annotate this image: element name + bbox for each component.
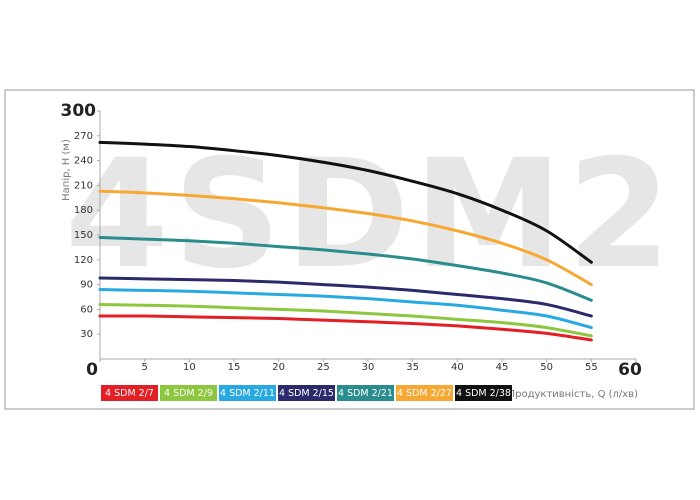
y-tick-label: 270 — [74, 131, 93, 142]
y-tick-label: 90 — [80, 280, 93, 291]
curve — [98, 302, 593, 338]
x-tick-label: 40 — [451, 362, 464, 373]
y-tick-label: 180 — [74, 205, 93, 216]
legend-label: 4 SDM 2/38 — [456, 388, 511, 399]
x-tick-label: 50 — [540, 362, 553, 373]
curve — [98, 189, 593, 287]
curve — [98, 288, 593, 330]
y-tick-label: 30 — [80, 329, 93, 340]
y-tick-label: 60 — [80, 304, 93, 315]
curve — [98, 276, 593, 318]
curve — [98, 140, 593, 264]
legend-swatch — [160, 385, 217, 401]
legend-label: 4 SDM 2/9 — [164, 388, 213, 399]
curve — [98, 235, 593, 302]
x-tick-label: 30 — [362, 362, 375, 373]
x-tick-label: 35 — [406, 362, 419, 373]
curve — [98, 314, 593, 342]
legend-swatch — [337, 385, 394, 401]
x-tick-label: 25 — [317, 362, 330, 373]
x-tick-label: 0 — [86, 360, 98, 380]
x-tick-label: 10 — [183, 362, 196, 373]
y-tick-label: 210 — [74, 180, 93, 191]
x-tick-label: 5 — [141, 362, 147, 373]
x-tick-label: 60 — [618, 360, 642, 380]
x-tick-label: 20 — [272, 362, 285, 373]
legend-swatch — [101, 385, 158, 401]
x-tick-label: 55 — [585, 362, 598, 373]
legend-swatch — [455, 385, 512, 401]
y-axis-title: Напір, Н (м) — [60, 139, 72, 201]
y-tick-label: 120 — [74, 255, 93, 266]
legend-label: 4 SDM 2/21 — [338, 388, 393, 399]
legend-label: 4 SDM 2/7 — [105, 388, 154, 399]
y-tick-label: 150 — [74, 230, 93, 241]
y-tick-label: 300 — [61, 101, 97, 121]
x-tick-label: 45 — [496, 362, 509, 373]
legend-swatch — [278, 385, 335, 401]
legend-swatch — [396, 385, 453, 401]
legend-label: 4 SDM 2/15 — [279, 388, 334, 399]
legend-label: 4 SDM 2/27 — [397, 388, 452, 399]
legend-label: 4 SDM 2/11 — [220, 388, 275, 399]
y-tick-label: 240 — [74, 156, 93, 167]
x-tick-label: 15 — [228, 362, 241, 373]
x-axis-title: Продуктивність, Q (л/хв) — [508, 388, 638, 400]
legend-swatch — [219, 385, 276, 401]
